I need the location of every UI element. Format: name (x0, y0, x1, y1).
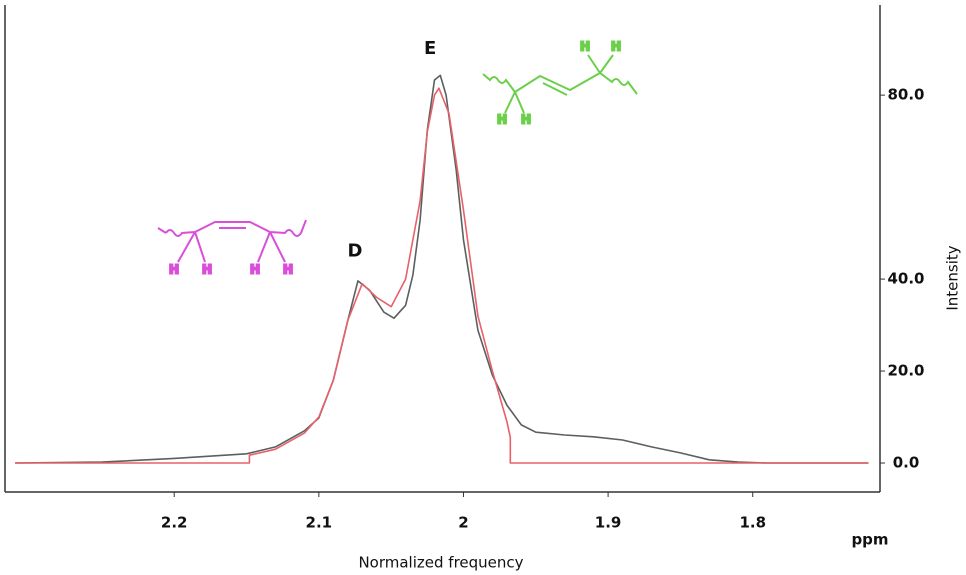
x-tick-label: 1.8 (739, 514, 766, 532)
h-label: H (497, 113, 507, 127)
h-label: H (283, 263, 293, 277)
y-axis-title: Intensity (944, 245, 962, 310)
h-label: H (611, 40, 621, 54)
x-tick-label: 2 (458, 514, 468, 532)
peak-label: E (424, 38, 436, 59)
x-unit: ppm (851, 531, 888, 549)
y-tick-label: 40.0 (887, 270, 924, 288)
x-axis-title: Normalized frequency (358, 554, 523, 572)
bonds (482, 54, 638, 114)
h-label: H (580, 40, 590, 54)
peak-label: D (348, 240, 363, 261)
y-tick-label: 80.0 (887, 86, 924, 104)
series-line (15, 87, 869, 464)
bonds (157, 219, 307, 263)
cis-structure: H H H H (157, 219, 307, 278)
h-label: H (250, 263, 260, 277)
y-tick-label: 20.0 (887, 362, 924, 380)
x-tick-label: 2.1 (306, 514, 333, 532)
h-label: H (202, 263, 212, 277)
h-label: H (169, 263, 179, 277)
h-label: H (521, 113, 531, 127)
trans-structure: H H H H (482, 39, 638, 128)
y-tick-label: 0.0 (893, 454, 920, 472)
series-line (15, 74, 869, 464)
x-tick-label: 1.9 (595, 514, 622, 532)
x-tick-label: 2.2 (161, 514, 188, 532)
